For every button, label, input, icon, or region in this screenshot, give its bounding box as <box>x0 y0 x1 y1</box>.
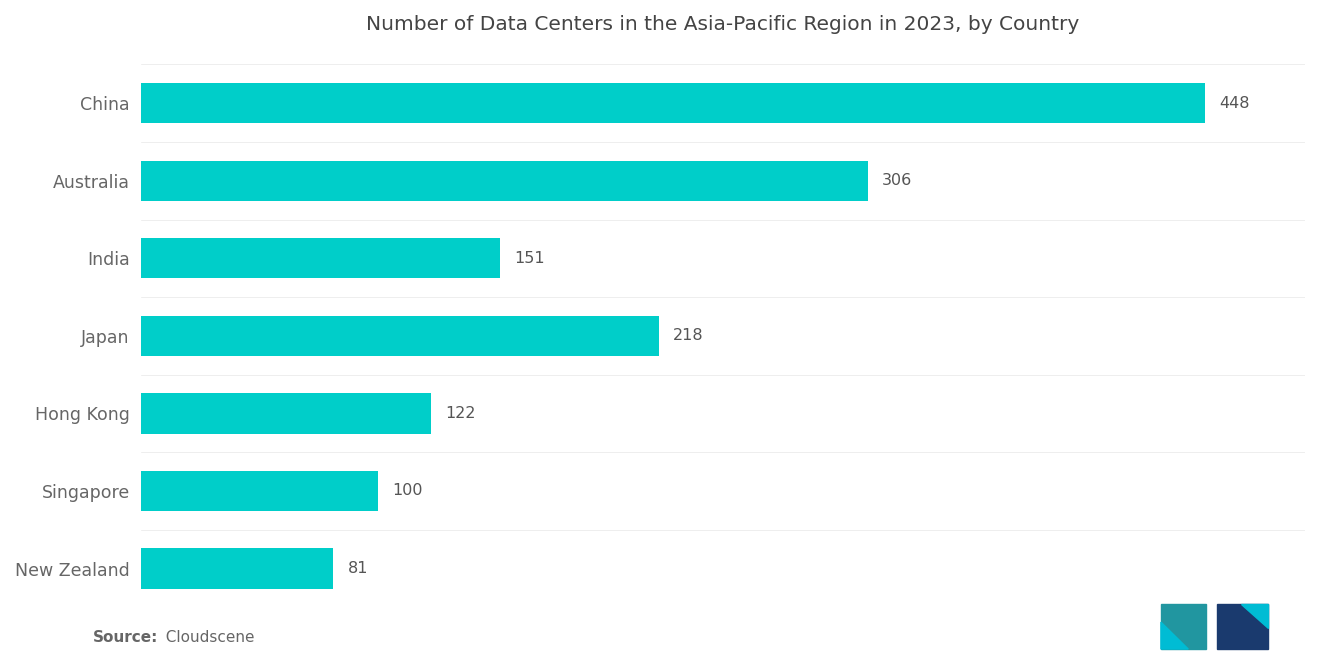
Text: 100: 100 <box>392 483 424 499</box>
Text: 448: 448 <box>1220 96 1250 110</box>
Polygon shape <box>1162 622 1188 649</box>
Polygon shape <box>1217 604 1267 649</box>
Title: Number of Data Centers in the Asia-Pacific Region in 2023, by Country: Number of Data Centers in the Asia-Pacif… <box>367 15 1080 34</box>
Text: Source:: Source: <box>92 630 158 645</box>
Bar <box>141 471 379 511</box>
Text: 122: 122 <box>445 406 475 421</box>
Polygon shape <box>1162 604 1206 649</box>
Bar <box>141 549 334 589</box>
Bar <box>141 83 1205 124</box>
Bar <box>141 393 430 434</box>
Text: 218: 218 <box>673 329 704 343</box>
Bar <box>141 161 867 201</box>
Text: Cloudscene: Cloudscene <box>156 630 255 645</box>
Text: 81: 81 <box>347 561 368 576</box>
Polygon shape <box>1241 604 1267 628</box>
Text: 306: 306 <box>882 174 912 188</box>
Text: 151: 151 <box>513 251 544 266</box>
Bar <box>141 238 499 279</box>
Bar <box>141 316 659 356</box>
